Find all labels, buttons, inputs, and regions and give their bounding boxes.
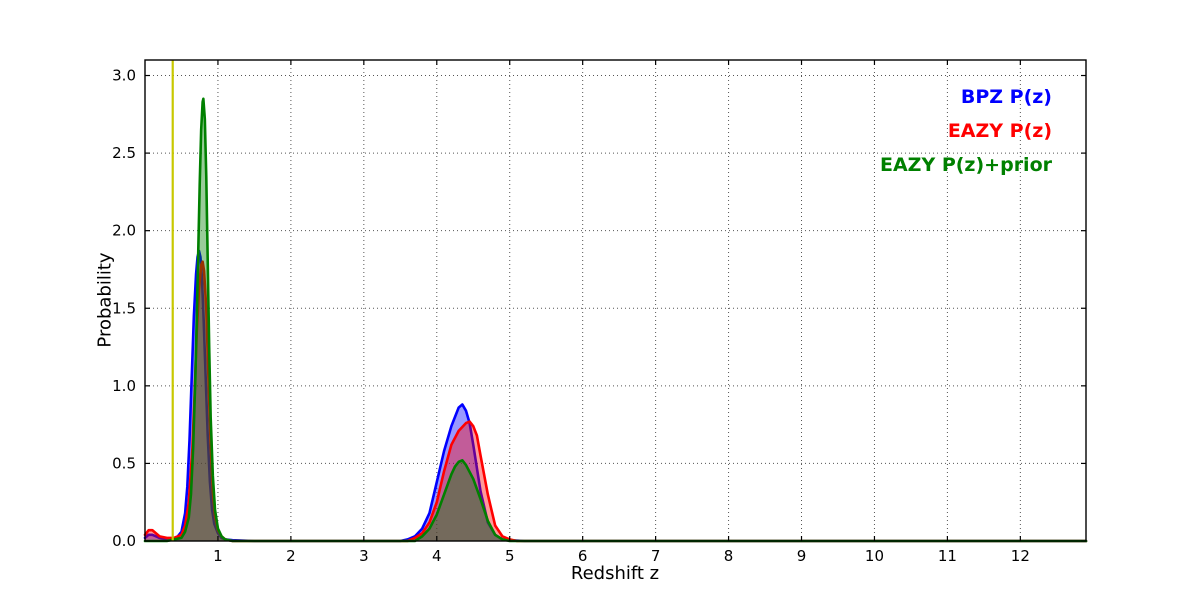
x-axis-label: Redshift z [570,563,660,584]
x-tick-label: 7 [651,547,661,565]
legend-item-bpz: BPZ P(z) [960,86,1052,108]
legend-item-eazy: EAZY P(z) [947,120,1052,142]
y-tick-label: 2.0 [112,222,136,240]
y-tick-label: 3.0 [112,67,136,85]
plot-frame [144,59,1087,542]
y-tick-label: 0.5 [112,454,136,472]
legend: BPZ P(z) EAZY P(z) EAZY P(z)+prior [880,80,1052,182]
x-tick-label: 10 [865,547,884,565]
series-fill-bpz-p-z- [145,250,1086,541]
series-line-eazy-p-z- [143,260,1088,543]
y-tick-label: 1.0 [112,377,136,395]
x-tick-label: 8 [724,547,734,565]
y-axis-label: Probability [94,252,116,348]
legend-item-eazy-prior: EAZY P(z)+prior [879,154,1052,176]
x-tick-label: 6 [578,547,588,565]
x-tick-label: 2 [286,547,296,565]
y-tick-label: 1.5 [112,299,136,317]
x-tick-label: 5 [505,547,515,565]
series-line-eazy-p-z-prior [143,97,1088,543]
series-fill-eazy-p-z- [145,261,1086,541]
x-tick-label: 12 [1011,547,1030,565]
y-tick-label: 2.5 [112,144,136,162]
x-tick-label: 1 [213,547,223,565]
series-line-bpz-p-z- [143,249,1088,543]
y-tick-label: 0.0 [112,532,136,550]
x-tick-label: 3 [359,547,369,565]
x-tick-label: 9 [797,547,807,565]
x-tick-label: 11 [938,547,957,565]
x-tick-label: 4 [432,547,442,565]
